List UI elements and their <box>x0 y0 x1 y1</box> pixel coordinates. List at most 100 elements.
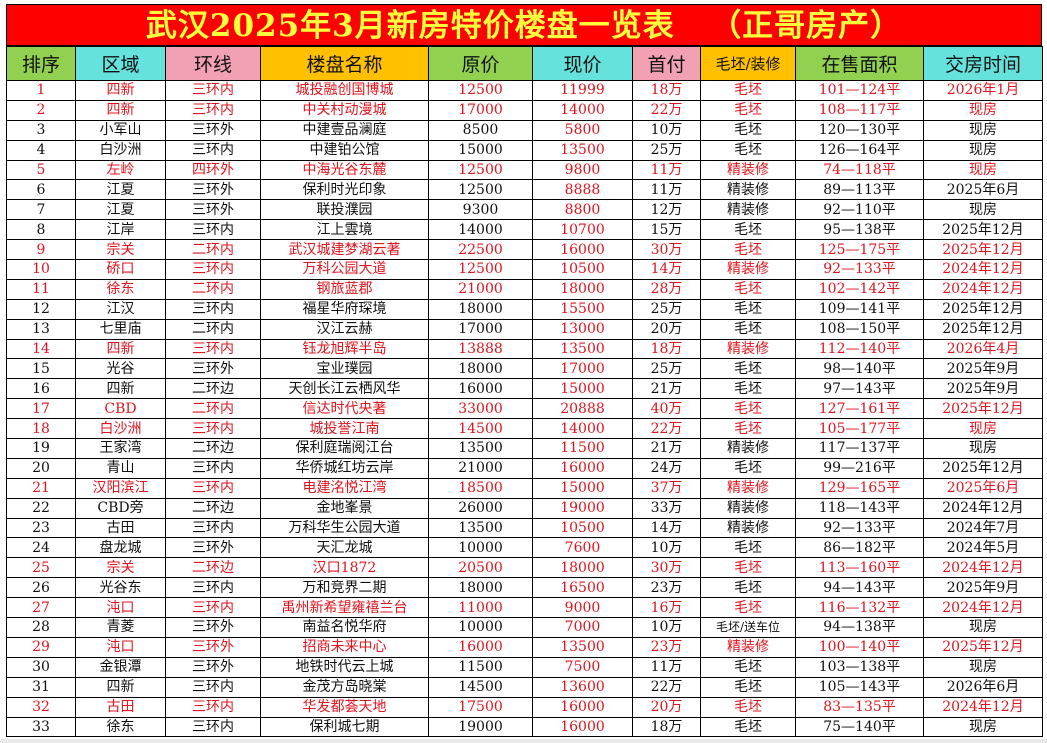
cell-district: 四新 <box>75 80 166 101</box>
cell-district: 王家湾 <box>75 438 166 459</box>
cell-delivery-date: 2024年12月 <box>923 259 1043 280</box>
cell-original-price: 22500 <box>428 239 533 261</box>
cell-rank: 3 <box>6 119 76 141</box>
cell-rank: 20 <box>6 457 76 479</box>
cell-current-price: 16000 <box>532 716 633 738</box>
cell-rank: 26 <box>6 577 76 599</box>
cell-delivery-date: 2025年9月 <box>923 577 1043 599</box>
cell-area: 109—141平 <box>795 298 924 320</box>
cell-project-name: 宝业璞园 <box>260 358 429 380</box>
cell-ring-road: 二环内 <box>165 318 261 340</box>
cell-current-price: 10700 <box>532 219 633 241</box>
table-row: 17 CBD 二环内 信达时代央著 33000 20888 40万 毛坯 127—161平 202… <box>6 398 1043 420</box>
cell-district: 小军山 <box>75 119 166 141</box>
cell-finish: 精装修 <box>700 517 796 539</box>
table-row: 21 汉阳滨江 三环内 电建洺悦江湾 18500 15000 37万 精装修 129—165平 2… <box>6 477 1043 499</box>
cell-finish: 毛坯 <box>700 99 796 121</box>
cell-down-payment: 16万 <box>632 597 701 619</box>
cell-current-price: 16000 <box>532 696 633 718</box>
cell-area: 127—161平 <box>795 398 924 420</box>
cell-project-name: 中关村动漫城 <box>260 99 429 121</box>
cell-project-name: 武汉城建梦湖云著 <box>260 239 429 261</box>
cell-finish: 毛坯 <box>700 119 796 141</box>
cell-rank: 7 <box>6 199 76 221</box>
cell-finish: 毛坯 <box>700 239 796 261</box>
table-row: 33 徐东 三环内 保利城七期 19000 16000 18万 毛坯 75—140平 现房 <box>6 716 1043 738</box>
cell-delivery-date: 现房 <box>923 139 1043 161</box>
cell-area: 83—135平 <box>795 696 924 718</box>
cell-district: 光谷东 <box>75 577 166 599</box>
cell-ring-road: 二环边 <box>165 557 261 579</box>
cell-district: 宗关 <box>75 239 166 261</box>
cell-current-price: 16000 <box>532 239 633 261</box>
cell-current-price: 19000 <box>532 497 633 519</box>
cell-rank: 9 <box>6 239 76 261</box>
cell-finish: 毛坯 <box>700 537 796 559</box>
cell-current-price: 18000 <box>532 278 633 300</box>
cell-current-price: 13500 <box>532 338 633 360</box>
header-project-name: 楼盘名称 <box>260 46 429 81</box>
cell-area: 108—117平 <box>795 99 924 121</box>
cell-district: CBD旁 <box>75 497 166 519</box>
header-rank: 排序 <box>6 46 76 81</box>
header-current-price: 现价 <box>532 46 633 81</box>
cell-area: 92—133平 <box>795 259 924 280</box>
cell-district: 青菱 <box>75 617 166 638</box>
cell-rank: 10 <box>6 259 76 280</box>
table-row: 15 光谷 三环外 宝业璞园 18000 17000 25万 毛坯 98—140平 2025年9月 <box>6 358 1043 380</box>
cell-area: 75—140平 <box>795 716 924 738</box>
table-body: 1 四新 三环内 城投融创国博城 12500 11999 18万 毛坯 101—124平 2026… <box>6 80 1043 738</box>
cell-ring-road: 三环外 <box>165 358 261 380</box>
table-row: 22 CBD旁 二环边 金地峯景 26000 19000 33万 精装修 118—143平 202… <box>6 497 1043 519</box>
cell-district: 古田 <box>75 696 166 718</box>
header-delivery-date: 交房时间 <box>923 46 1043 81</box>
cell-rank: 27 <box>6 597 76 619</box>
cell-project-name: 华发都荟天地 <box>260 696 429 718</box>
cell-rank: 16 <box>6 378 76 400</box>
cell-down-payment: 10万 <box>632 617 701 638</box>
cell-project-name: 保利时光印象 <box>260 179 429 201</box>
table-row: 6 江夏 三环外 保利时光印象 12500 8888 11万 精装修 89—113平 2025年6… <box>6 179 1043 201</box>
cell-ring-road: 三环外 <box>165 537 261 559</box>
cell-area: 92—110平 <box>795 199 924 221</box>
cell-rank: 29 <box>6 636 76 658</box>
cell-district: 江岸 <box>75 219 166 241</box>
cell-original-price: 8500 <box>428 119 533 141</box>
cell-district: 光谷 <box>75 358 166 380</box>
cell-project-name: 保利庭瑞阅江台 <box>260 438 429 459</box>
cell-ring-road: 三环内 <box>165 219 261 241</box>
cell-finish: 毛坯 <box>700 358 796 380</box>
cell-project-name: 招商未来中心 <box>260 636 429 658</box>
cell-delivery-date: 2024年12月 <box>923 557 1043 579</box>
cell-original-price: 13500 <box>428 438 533 459</box>
cell-area: 99—216平 <box>795 457 924 479</box>
cell-down-payment: 24万 <box>632 457 701 479</box>
table-row: 24 盘龙城 三环外 天汇龙城 10000 7600 10万 毛坯 86—182平 2024年5月 <box>6 537 1043 559</box>
cell-area: 101—124平 <box>795 80 924 101</box>
cell-ring-road: 三环内 <box>165 298 261 320</box>
table-row: 28 青菱 三环外 南益名悦华府 10000 7000 10万 毛坯/送车位 94—138平 现房 <box>6 617 1043 638</box>
cell-project-name: 城投融创国博城 <box>260 80 429 101</box>
cell-ring-road: 四环外 <box>165 159 261 181</box>
cell-delivery-date: 现房 <box>923 716 1043 738</box>
cell-finish: 毛坯 <box>700 378 796 400</box>
cell-current-price: 5800 <box>532 119 633 141</box>
cell-project-name: 汉口1872 <box>260 557 429 579</box>
cell-area: 100—140平 <box>795 636 924 658</box>
cell-project-name: 电建洺悦江湾 <box>260 477 429 499</box>
cell-delivery-date: 现房 <box>923 617 1043 638</box>
cell-project-name: 钰龙旭辉半岛 <box>260 338 429 360</box>
sheet-bottom-bar <box>0 739 1047 743</box>
table-row: 1 四新 三环内 城投融创国博城 12500 11999 18万 毛坯 101—124平 2026… <box>6 80 1043 101</box>
cell-delivery-date: 2025年9月 <box>923 378 1043 400</box>
cell-finish: 毛坯/送车位 <box>700 617 796 638</box>
cell-area: 97—143平 <box>795 378 924 400</box>
cell-delivery-date: 2024年5月 <box>923 537 1043 559</box>
cell-current-price: 11500 <box>532 438 633 459</box>
cell-rank: 1 <box>6 80 76 101</box>
cell-down-payment: 12万 <box>632 199 701 221</box>
cell-current-price: 15000 <box>532 477 633 499</box>
cell-project-name: 城投誉江南 <box>260 418 429 440</box>
cell-ring-road: 三环内 <box>165 517 261 539</box>
cell-finish: 精装修 <box>700 477 796 499</box>
